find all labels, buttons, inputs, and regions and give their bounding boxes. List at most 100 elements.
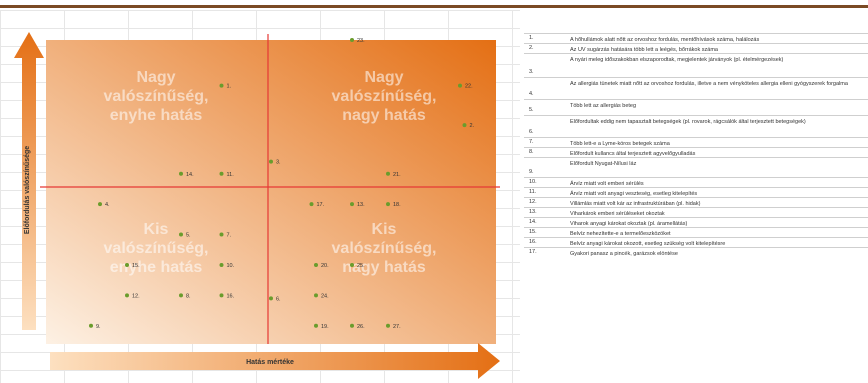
- legend-table: 1. A hőhullámok alatt nőtt az orvoshoz fo…: [524, 33, 868, 257]
- legend-row: 11. Árvíz miatt volt anyagi veszteség, es…: [524, 187, 868, 197]
- data-point-marker: [350, 38, 354, 42]
- data-point-marker: [219, 293, 224, 298]
- legend-number: 10.: [529, 179, 537, 185]
- data-point: 9.: [89, 323, 101, 330]
- data-point-label: 14.: [186, 172, 194, 178]
- legend-number: 11.: [529, 189, 537, 195]
- legend-text: Előfordult kullancs által terjesztett ag…: [570, 151, 696, 157]
- data-point-marker: [219, 232, 224, 237]
- data-point-marker: [179, 293, 183, 298]
- top-border-line: [0, 5, 868, 8]
- data-point-label: 18.: [393, 202, 401, 208]
- legend-row: 5. Több lett az allergiás beteg: [524, 99, 868, 115]
- data-point-label: 5.: [186, 233, 191, 239]
- data-point: 20.: [314, 263, 329, 269]
- legend-text: A hőhullámok alatt nőtt az orvoshoz ford…: [570, 37, 760, 43]
- data-point-label: 7.: [227, 233, 232, 239]
- data-point-marker: [269, 159, 273, 164]
- data-point-label: 15.: [132, 263, 140, 269]
- data-point-marker: [458, 83, 462, 88]
- data-point: 27.: [386, 323, 401, 330]
- data-point-marker: [314, 262, 318, 267]
- legend-row: 6. Előfordultak eddig nem tapasztalt bete…: [524, 115, 868, 137]
- legend-row: 1. A hőhullámok alatt nőtt az orvoshoz fo…: [524, 33, 868, 43]
- legend-text: Az UV sugárzás hatására több lett a leég…: [570, 47, 718, 53]
- data-point-marker: [386, 171, 390, 176]
- data-point: 4.: [98, 202, 110, 208]
- data-point: 21.: [386, 171, 401, 178]
- legend-text: Több lett az allergiás beteg: [570, 103, 637, 109]
- data-point-label: 23.: [357, 38, 365, 44]
- data-point-label: 8.: [186, 293, 191, 299]
- data-point: 23.: [350, 38, 365, 44]
- quadrant-label-bottom-left: Kis valószínűség, enyhe hatás: [104, 221, 209, 276]
- quadrant-label-top-left: Nagy valószínűség, enyhe hatás: [104, 69, 209, 124]
- data-point: 19.: [314, 323, 329, 330]
- y-axis-label: Előfordulás valószínűsége: [24, 146, 31, 234]
- risk-matrix-chart: Előfordulás valószínűsége Hatás mértéke …: [14, 32, 500, 379]
- data-point-label: 25.: [357, 263, 365, 269]
- quadrant-label-bottom-right: Kis valószínűség, nagy hatás: [332, 221, 437, 276]
- data-point-label: 13.: [357, 202, 365, 208]
- legend-text: Árvíz miatt volt anyagi veszteség, esetl…: [570, 191, 698, 197]
- quadrant-label-top-right: Nagy valószínűség, nagy hatás: [332, 69, 437, 124]
- legend-row: 2. Az UV sugárzás hatására több lett a le…: [524, 43, 868, 53]
- data-point-marker: [89, 323, 93, 328]
- legend-number: 14.: [529, 219, 537, 225]
- legend-row: 16. Belvíz anyagi károkat okozott, esetle…: [524, 237, 868, 247]
- data-point-marker: [269, 296, 273, 301]
- data-point-label: 20.: [321, 263, 329, 269]
- data-point-label: 11.: [227, 172, 235, 178]
- legend-row: 9. Előfordult Nyugat-Nílusi láz: [524, 157, 868, 177]
- data-point: 17.: [309, 202, 325, 208]
- legend-text: Árvíz miatt volt emberi sérülés: [570, 181, 644, 187]
- data-point: 12.: [125, 293, 140, 299]
- legend-row: 12. Villámlás miatt volt kár az infrastru…: [524, 197, 868, 207]
- legend-number: 17.: [529, 249, 537, 255]
- legend-number: 8.: [529, 149, 534, 155]
- data-point: 7.: [219, 232, 232, 239]
- data-point-marker: [462, 123, 467, 128]
- data-point-marker: [386, 202, 390, 207]
- data-point: 2.: [462, 123, 475, 129]
- data-point-label: 22.: [465, 84, 473, 90]
- data-point-label: 16.: [227, 293, 235, 299]
- legend-text: Több lett-e a Lyme-kóros betegek száma: [570, 141, 670, 147]
- data-point-label: 2.: [470, 123, 475, 129]
- data-point-marker: [314, 293, 318, 298]
- plot-area: [46, 40, 496, 344]
- data-point-label: 1.: [227, 84, 232, 90]
- data-point-marker: [350, 262, 354, 267]
- legend-number: 12.: [529, 199, 537, 205]
- data-point: 5.: [179, 232, 191, 239]
- data-point-marker: [386, 323, 390, 328]
- legend-number: 7.: [529, 139, 534, 145]
- legend-row: 15. Belvíz nehezítette-e a termelőeszközö…: [524, 227, 868, 237]
- data-point: 22.: [458, 83, 473, 90]
- data-point-marker: [125, 293, 129, 298]
- data-point-marker: [350, 323, 354, 328]
- legend-text: Az allergiás tünetek miatt nőtt az orvos…: [570, 81, 848, 87]
- data-point-marker: [179, 232, 183, 237]
- legend-text: A nyári meleg időszakokban elszaporodtak…: [570, 57, 784, 63]
- data-point: 25.: [350, 263, 365, 269]
- legend-row: 8. Előfordult kullancs által terjesztett …: [524, 147, 868, 157]
- data-point: 24.: [314, 293, 329, 299]
- data-point: 26.: [350, 323, 365, 330]
- data-point: 13.: [350, 202, 365, 208]
- legend-row: 4. Az allergiás tünetek miatt nőtt az orv…: [524, 77, 868, 99]
- data-point-marker: [219, 83, 224, 88]
- data-point-label: 12.: [132, 293, 140, 299]
- data-point: 16.: [219, 293, 235, 299]
- data-point-label: 4.: [105, 202, 110, 208]
- legend-text: Villámlás miatt volt kár az infrastruktú…: [570, 201, 701, 207]
- data-point-marker: [219, 262, 224, 267]
- data-point: 1.: [219, 83, 232, 90]
- legend-number: 3.: [529, 69, 534, 75]
- legend-text: Belvíz nehezítette-e a termelőeszközöket: [570, 231, 671, 237]
- legend-text: Előfordult Nyugat-Nílusi láz: [570, 161, 637, 167]
- legend-number: 5.: [529, 107, 534, 113]
- data-point-marker: [98, 202, 102, 207]
- legend-number: 2.: [529, 45, 534, 51]
- x-axis-label: Hatás mértéke: [246, 359, 294, 366]
